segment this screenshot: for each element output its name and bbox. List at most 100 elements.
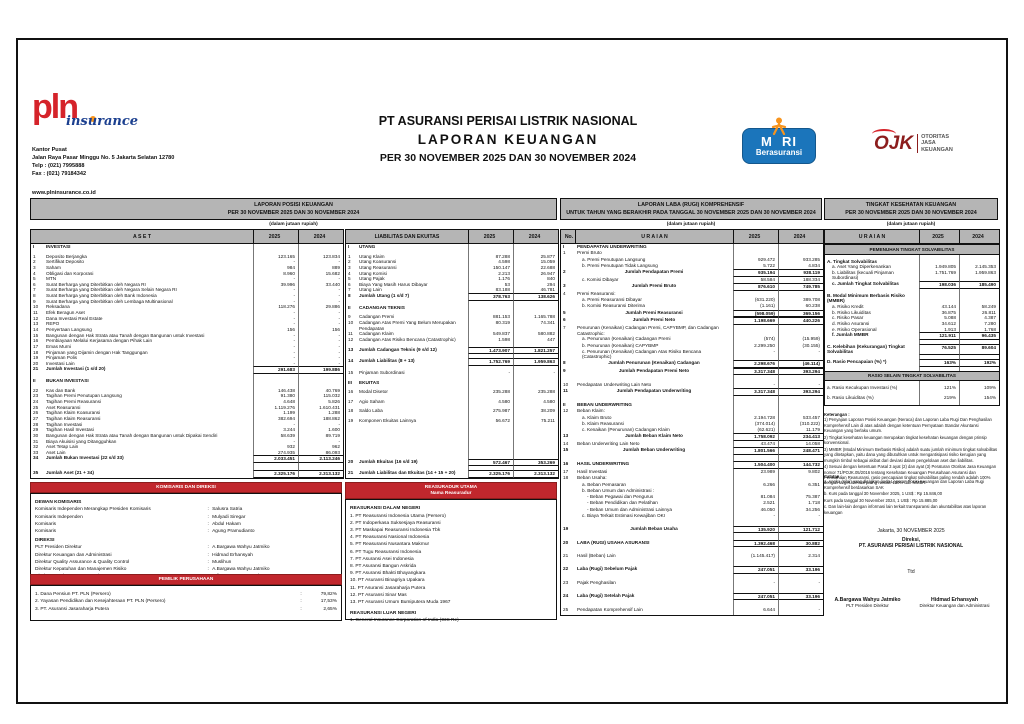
table-row (346, 342, 558, 347)
pair-row: Direktur Keuangan dan Administrasi: Hidma… (35, 552, 253, 558)
table-row: b. Premi Penutupan Tidak Langsung 5.722 4.… (561, 262, 823, 270)
table-row: c. Risiko Pasar 5.088 4.387 (825, 315, 999, 321)
table-row: b. Penurunan (Kenaikan) CAPYBMP 2.299.250… (561, 342, 823, 349)
table-row: 8 Surat Berharga yang Diterbitkan oleh Ba… (31, 293, 343, 299)
signature-place-date: Jakarta, 30 NOVEMBER 2025 (877, 528, 945, 534)
owners-box: 1. Dana Pensiun PT. PLN (Persero):79,82%… (30, 585, 342, 622)
list-item: 12. PT Asuransi Sinar Mas (350, 592, 407, 598)
table-row (561, 533, 823, 540)
table-row: 18 Beban Usaha: (561, 475, 823, 482)
table-row: 4 Utang Komisi 2.213 26.947 (346, 270, 558, 277)
position-report-header: LAPORAN POSISI KEUANGAN PER 30 NOVEMBER … (30, 198, 557, 221)
income-report-header: LAPORAN LABA (RUGI) KOMPREHENSIF UNTUK T… (560, 198, 822, 221)
table-row: 6 Jumlah Premi Neto 1.198.669 440.226 (561, 317, 823, 325)
website-link[interactable]: www.plninsurance.co.id (32, 190, 96, 197)
table-row (561, 612, 823, 615)
commissioners-list: Komisaris Independen Merangkap Presiden … (35, 506, 337, 535)
table-row: 12 Dana Investasi Real Estate - - (31, 315, 343, 322)
reinsurers-box: REASURANSI DALAM NEGERI 1. PT Reasuransi… (345, 499, 557, 623)
table-row: 16 HASIL UNDERWRITING 1.504.400 144.732 (561, 461, 823, 469)
table-row (825, 381, 999, 386)
table-row: b. Beban Umum dan Administrasi : (561, 487, 823, 495)
signature-names-row: A.Bargawa Wahyu Jatmiko PLT Presiden Dir… (824, 597, 998, 608)
table-row: 9 Jumlah Pendapatan Premi Neto 3.317.348 39… (561, 367, 823, 376)
reinsurers-bar-subtitle: Nama Reasuradur (430, 490, 472, 496)
table-row: f. Jumlah MMBR 121.911 96.435 (825, 332, 999, 340)
table-row: 2 Jumlah Pendapatan Premi 935.194 938.119 (561, 269, 823, 277)
table-row: 14 Penyertaan Langsung 156 156 (31, 326, 343, 333)
table-row: 26 Tagihan Klaim Koasuransi 1.199 1.288 (31, 410, 343, 416)
table-row: 29 Tagihan Hasil Investasi 3.244 1.600 (31, 427, 343, 433)
signature-block: Jakarta, 30 NOVEMBER 2025 Direksi, PT. A… (824, 528, 998, 608)
health-header-2025: 2025 (919, 230, 959, 243)
table-row: 18 Pinjaman yang Dijamin dengan Hak Tangg… (31, 349, 343, 356)
table-row: 9 Surat Berharga yang Diterbitkan oleh Le… (31, 298, 343, 305)
table-row: 34 Jumlah Bukan Investasi (22 s/d 33) 2.03… (31, 455, 343, 464)
signer-1-role: PLT Presiden Direktur (846, 603, 889, 608)
table-row: 10 Pendapatan Underwriting Lain Neto - - (561, 381, 823, 388)
management-box: DEWAN KOMISARIS Komisaris Independen Mer… (30, 493, 342, 579)
table-row: 5 Utang Pajak 1.176 840 (346, 276, 558, 282)
table-row (31, 374, 343, 379)
income-header-2025: 2025 (733, 230, 778, 243)
table-row: 19 Jumlah Beban Usaha 135.920 121.712 (561, 525, 823, 534)
office-label: Kantor Pusat (32, 147, 67, 153)
report-title: LAPORAN KEUANGAN (417, 132, 599, 147)
table-row: 7 Utang Lain 83.188 46.781 (346, 287, 558, 294)
keterangan-list: 1) Penyajian Laporan Posisi Keuangan (Ne… (824, 417, 998, 485)
list-item: 8. PT Asuransi Bangun Askrida (350, 563, 417, 569)
ojk-fulltext: OTORITAS JASA KEUANGAN (917, 134, 953, 153)
table-row: 10 Cadangan Atas Premi Yang Belum Merupak… (346, 320, 558, 332)
table-row: 4 Obligasi dan Korporasi 8.960 15.682 (31, 270, 343, 277)
table-row: 16 Pembiayaan Melalui Kerjasama dengan Pi… (31, 338, 343, 344)
catatan-notes: Catatan : a. Angka (nilai) yang disajika… (824, 474, 998, 516)
table-row: c. Jumlah Tingkat Solvabilitas 198.036 185… (825, 281, 999, 289)
table-row (825, 288, 999, 293)
ojk-abbr: OJK (872, 129, 913, 153)
signature-ttd: Ttd (907, 569, 915, 575)
pair-row: Direktur Quality Assurance & Quality Con… (35, 559, 232, 565)
table-row: d. Risiko Asuransi 34.612 7.280 (825, 320, 999, 327)
income-report-title: LAPORAN LABA (RUGI) KOMPREHENSIF (637, 202, 745, 208)
list-item: 13. PT Asuransi Umum Bumiputera Muda 196… (350, 599, 451, 605)
table-row: 25 Aset Reasuransi 1.119.276 1.610.431 (31, 404, 343, 411)
company-address: Kantor Pusat Jalan Raya Pasar Minggu No.… (32, 146, 282, 178)
table-row: 17 Hasil Investasi 23.989 9.802 (561, 468, 823, 476)
table-row: 28 Tagihan Investasi - - (31, 421, 343, 428)
table-row (346, 394, 558, 399)
signer-1-name: A.Bargawa Wahyu Jatmiko (834, 597, 901, 603)
health-table: U R A I A N 2025 2024 PEMENUHAN TINGKAT … (824, 229, 1000, 406)
table-row: 20 LABA (RUGI) USAHA ASURANSI 1.392.468 30.… (561, 539, 823, 548)
table-row (346, 414, 558, 419)
income-header-2024: 2024 (778, 230, 823, 243)
signer-2-role: Direktur Keuangan dan Administrasi (919, 603, 990, 608)
table-row (561, 375, 823, 382)
list-item: 1. General Insurance Corporation of Indi… (350, 618, 459, 624)
health-report-title: TINGKAT KESEHATAN KEUANGAN (865, 202, 957, 208)
table-row (561, 573, 823, 580)
table-section-bar: RASIO SELAIN TINGKAT SOLVABILITAS (825, 370, 999, 382)
table-row: 20 Jumlah Ekuitas (16 s/d 19) 572.467 353.2… (346, 458, 558, 467)
table-row (561, 600, 823, 607)
signer-1: A.Bargawa Wahyu Jatmiko PLT Presiden Dir… (824, 597, 911, 608)
pair-row: Komisaris: Abdul Hakam (35, 521, 241, 527)
table-row: 8 Jumlah Penurunan (Kenaikan) Cadangan 2.2… (561, 360, 823, 368)
list-item: 4) Sesuai dengan ketentuan Pasal 3 ayat … (824, 464, 997, 486)
table-row: - Beban Umum dan Administrasi Lainnya 46.… (561, 506, 823, 513)
income-report-subtitle: UNTUK TAHUN YANG BERAKHIR PADA TANGGAL 3… (566, 210, 816, 217)
table-row: 27 Tagihan Klaim Reasuransi 382.694 188.862 (31, 415, 343, 422)
table-row: 19 Pinjaman Polis - - (31, 355, 343, 361)
health-header-label: U R A I A N (858, 233, 886, 240)
list-item: 2. PT Indoperkasa Suksesjaya Reasuransi (350, 520, 441, 526)
table-row (346, 249, 558, 254)
table-row: 10 Reksadana 118.276 29.886 (31, 304, 343, 311)
health-rows: PEMENUHAN TINGKAT SOLVABILITAS A. Tingkat… (825, 244, 999, 405)
table-row: 3 Jumlah Premi Bruto 876.610 749.785 (561, 283, 823, 291)
foreign-reinsurers-title: REASURANSI LUAR NEGERI (350, 611, 417, 617)
table-row: II BEBAN UNDERWRITING (561, 401, 823, 409)
unit-note: (dalam jutaan rupiah) (886, 222, 936, 228)
liabilities-header-label: LIABILITAS DAN EKUITAS (374, 233, 440, 240)
signature-company: PT. ASURANSI PERISAI LISTRIK NASIONAL (858, 543, 964, 549)
pair-row: Komisaris: Agung Pramudianto (35, 528, 255, 534)
table-row (825, 254, 999, 259)
